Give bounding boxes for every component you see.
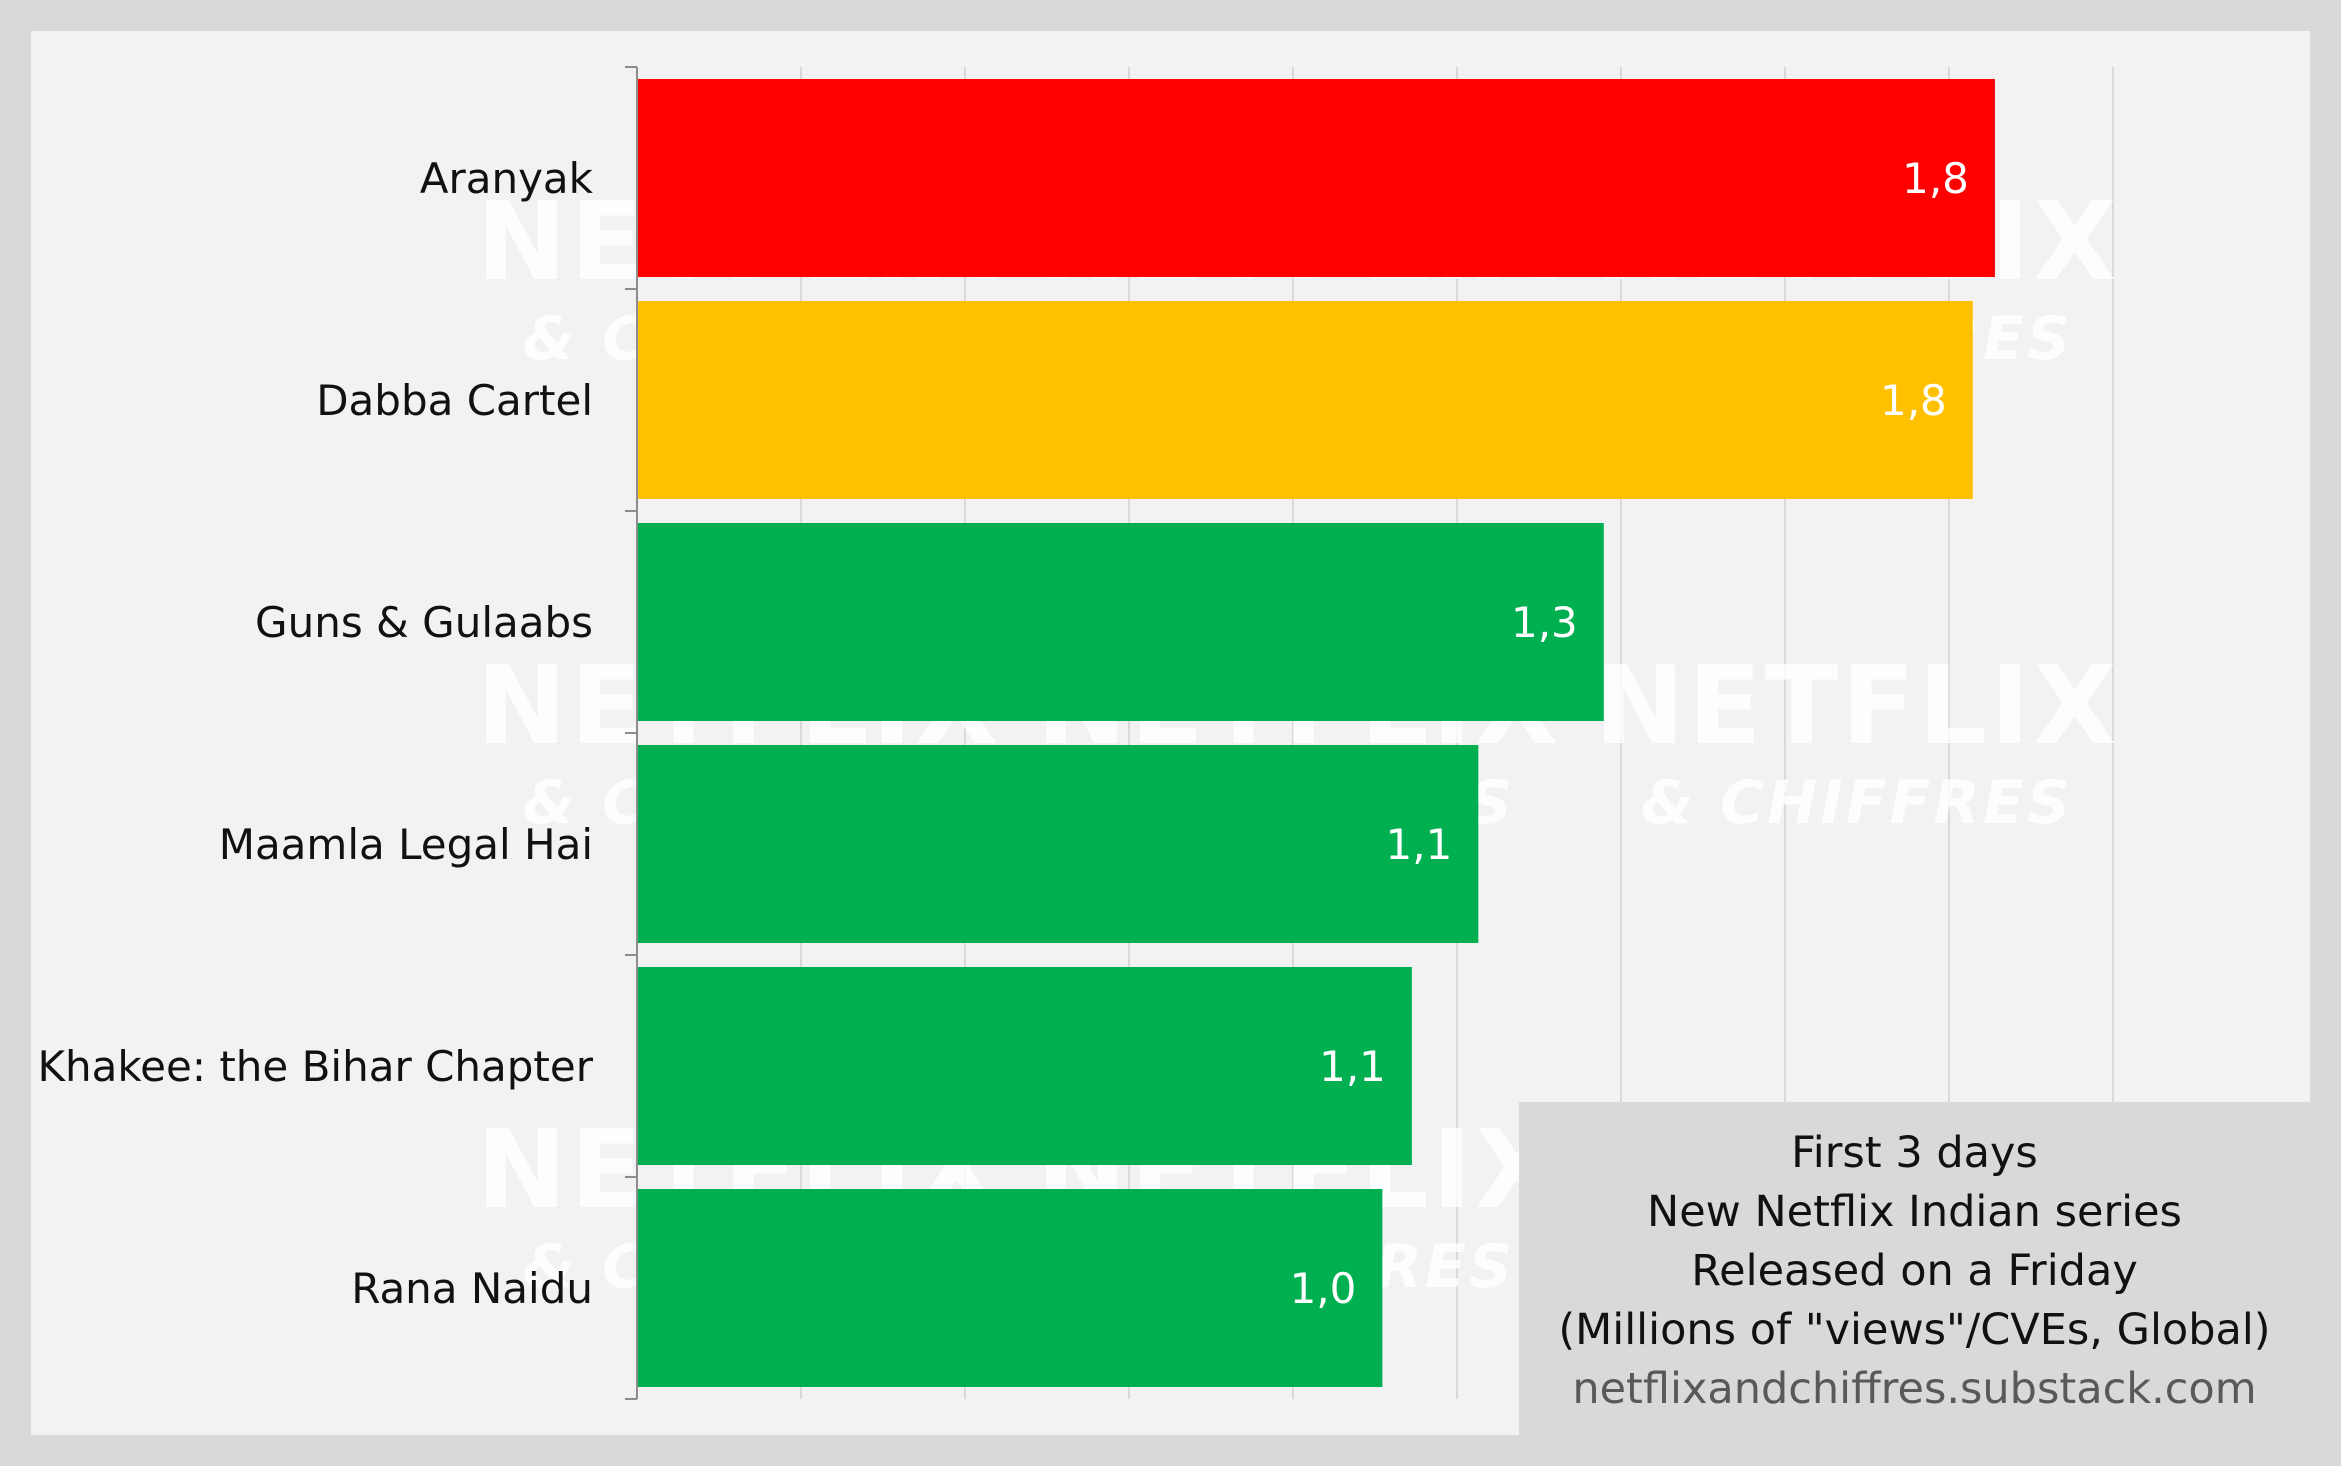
value-label: 1,0 [1290,1264,1357,1313]
value-label: 1,3 [1511,598,1578,647]
category-label: Maamla Legal Hai [219,820,593,869]
category-label: Aranyak [420,154,594,203]
y-axis [625,66,638,1400]
value-label: 1,1 [1319,1042,1386,1091]
info-line-3: Released on a Friday [1691,1246,2138,1296]
category-label: Dabba Cartel [316,376,593,425]
value-label: 1,8 [1902,154,1969,203]
bar [637,523,1604,721]
category-label: Khakee: the Bihar Chapter [37,1042,593,1091]
watermark-tagline: & CHIFFRES [1641,768,2073,838]
gridlines [800,67,2114,1399]
info-line-1: First 3 days [1791,1128,2038,1178]
bars [637,79,1995,1387]
bar [637,79,1995,277]
bar [637,745,1479,943]
value-labels: 1,8 1,8 1,3 1,1 1,1 1,0 [1290,154,1969,1313]
info-line-2: New Netflix Indian series [1647,1187,2182,1237]
bar [637,967,1412,1165]
bar [637,301,1973,499]
info-box: First 3 days New Netflix Indian series R… [1519,1102,2310,1435]
category-label: Guns & Gulaabs [255,598,593,647]
info-line-4: (Millions of "views"/CVEs, Global) [1558,1305,2271,1355]
bar [637,1189,1383,1387]
source-url: netflixandchiffres.substack.com [1572,1364,2257,1414]
value-label: 1,8 [1880,376,1947,425]
watermark-brand: NETFLIX [1595,644,2120,769]
category-labels: Aranyak Dabba Cartel Guns & Gulaabs Maamla … [37,154,593,1313]
value-label: 1,1 [1386,820,1453,869]
category-label: Rana Naidu [351,1264,593,1313]
